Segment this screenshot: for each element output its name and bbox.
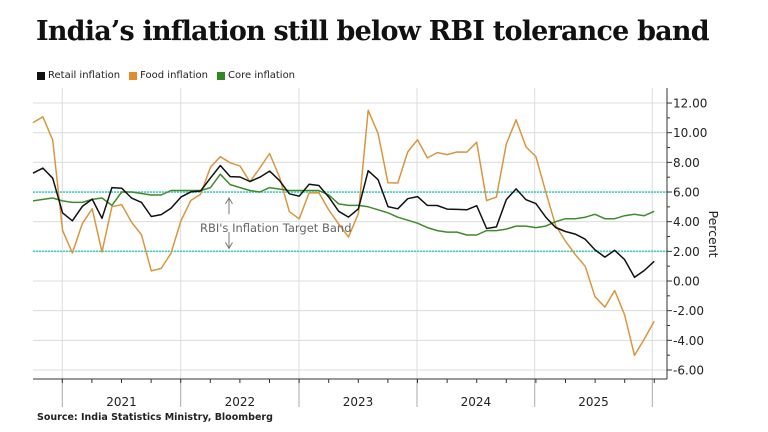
y-axis-label: Percent xyxy=(706,210,721,257)
x-tick-label: 2024 xyxy=(461,395,492,409)
series-line-core-inflation xyxy=(32,173,655,236)
y-tick-label: 2.00 xyxy=(673,245,700,259)
legend-label-retail: Retail inflation xyxy=(48,70,121,81)
y-tick-label: -2.00 xyxy=(673,304,704,318)
y-tick-label: 6.00 xyxy=(673,186,700,200)
x-tick-label: 2022 xyxy=(225,395,256,409)
legend-swatch-core xyxy=(217,71,225,80)
band-annotation: RBI's Inflation Target Band xyxy=(200,221,352,235)
series-line-retail-inflation xyxy=(32,164,655,279)
legend-item-retail: Retail inflation xyxy=(37,70,120,81)
chart-title: India’s inflation still below RBI tolera… xyxy=(36,16,710,47)
y-tick-label: 4.00 xyxy=(673,215,700,229)
series-line-food-inflation xyxy=(32,109,655,357)
y-tick-label: -6.00 xyxy=(673,363,704,377)
legend-swatch-food xyxy=(129,71,138,80)
legend-label-food: Food inflation xyxy=(140,70,208,81)
axes: 12.00 10.00 8.00 6.00 4.00 2.00 0.00 -2.00 -4.00… xyxy=(33,88,707,409)
x-tick-label: 2021 xyxy=(106,395,137,409)
legend-item-food: Food inflation xyxy=(129,70,208,81)
x-tick-label: 2023 xyxy=(343,395,374,409)
y-tick-label: 12.00 xyxy=(673,97,707,111)
y-tick-label: 0.00 xyxy=(673,275,700,289)
legend-label-core: Core inflation xyxy=(228,70,296,81)
source-note: Source: India Statistics Ministry, Bloom… xyxy=(37,412,273,423)
x-tick-label: 2025 xyxy=(578,395,609,409)
y-tick-label: 8.00 xyxy=(673,156,700,170)
series-lines xyxy=(32,109,655,357)
arrow-up-icon xyxy=(225,196,233,215)
arrow-down-icon xyxy=(225,232,233,250)
y-tick-label: 10.00 xyxy=(673,126,707,140)
target-band xyxy=(33,191,667,253)
y-tick-label: -4.00 xyxy=(673,334,704,348)
legend-item-core: Core inflation xyxy=(217,70,295,81)
legend: Retail inflation Food inflation Core inf… xyxy=(37,70,295,81)
legend-swatch-retail xyxy=(37,71,45,80)
